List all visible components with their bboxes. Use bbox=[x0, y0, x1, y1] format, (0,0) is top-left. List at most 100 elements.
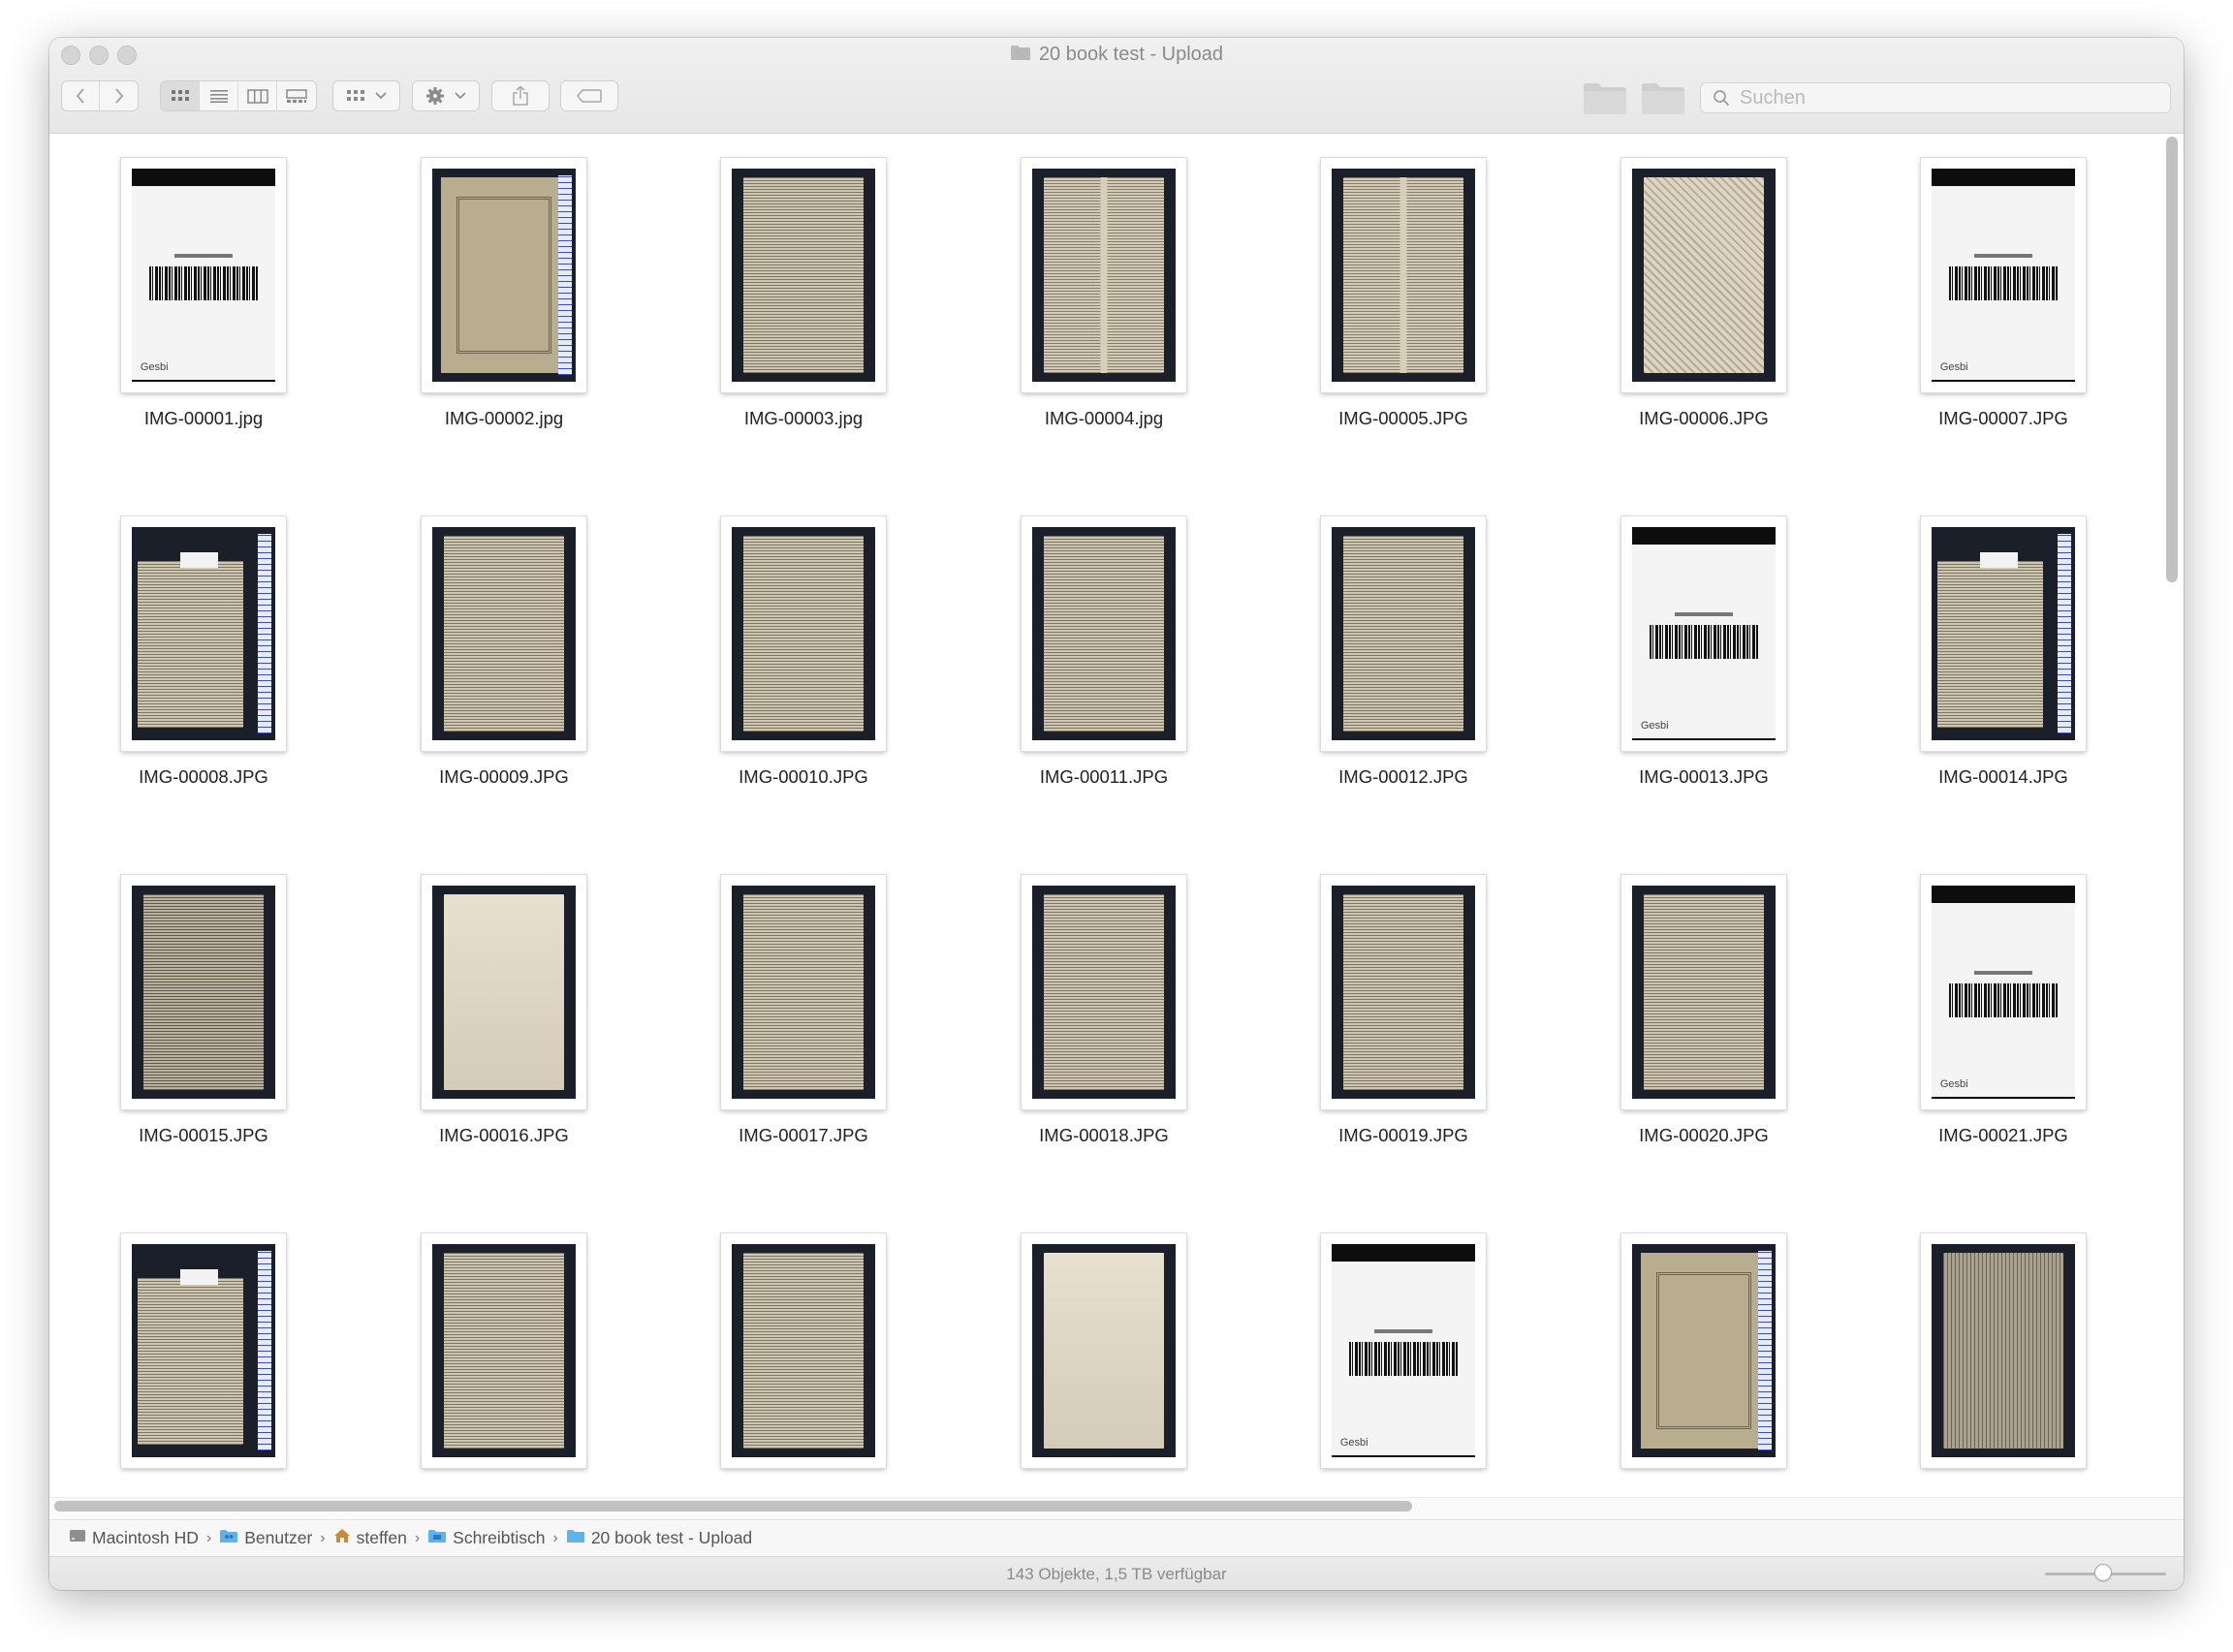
file-thumbnail[interactable] bbox=[721, 1233, 886, 1468]
icon-view-button[interactable] bbox=[161, 81, 200, 110]
path-item[interactable]: Macintosh HD bbox=[69, 1528, 199, 1548]
path-item-label: steffen bbox=[356, 1528, 407, 1547]
file-thumbnail[interactable] bbox=[1321, 516, 1486, 751]
barcode-footer bbox=[132, 379, 275, 382]
file-thumbnail[interactable] bbox=[721, 158, 886, 392]
file-thumbnail[interactable]: Gesbi bbox=[1921, 158, 2086, 392]
file-thumbnail[interactable] bbox=[1621, 158, 1786, 392]
barcode-caption bbox=[174, 254, 233, 259]
book-page bbox=[1643, 893, 1765, 1091]
file-thumbnail[interactable] bbox=[1621, 1233, 1786, 1468]
file-thumbnail[interactable]: Gesbi bbox=[121, 158, 286, 392]
group-by-button[interactable] bbox=[332, 80, 400, 111]
barcode-header bbox=[1932, 886, 2075, 903]
path-item[interactable]: steffen bbox=[333, 1528, 407, 1548]
file-thumbnail[interactable]: Gesbi bbox=[1621, 516, 1786, 751]
close-window-button[interactable] bbox=[61, 46, 80, 65]
file-name: IMG-00015.JPG bbox=[139, 1125, 268, 1145]
file-thumbnail[interactable] bbox=[1921, 1233, 2086, 1468]
hard-drive-icon bbox=[69, 1528, 86, 1548]
file-thumbnail[interactable] bbox=[422, 875, 586, 1109]
tags-button[interactable] bbox=[560, 80, 618, 111]
file-item[interactable]: IMG-00012.JPG bbox=[1279, 492, 1493, 787]
file-item[interactable] bbox=[980, 1209, 1193, 1497]
file-item[interactable]: IMG-00019.JPG bbox=[1279, 851, 1493, 1145]
file-thumbnail[interactable] bbox=[1022, 516, 1186, 751]
file-thumbnail[interactable]: Gesbi bbox=[1321, 1233, 1486, 1468]
file-thumbnail[interactable] bbox=[1621, 875, 1786, 1109]
file-item[interactable]: IMG-00016.JPG bbox=[380, 851, 593, 1145]
file-thumbnail[interactable] bbox=[1022, 158, 1186, 392]
book-page bbox=[1043, 893, 1165, 1091]
path-item-label: Macintosh HD bbox=[92, 1528, 199, 1547]
file-item[interactable]: IMG-00004.jpg bbox=[980, 134, 1193, 428]
barcode-sheet: Gesbi bbox=[1632, 527, 1776, 740]
vertical-scrollbar[interactable] bbox=[2166, 137, 2178, 582]
file-item[interactable]: Gesbi IMG-00013.JPG bbox=[1580, 492, 1793, 787]
gallery-view-button[interactable] bbox=[277, 81, 316, 110]
minimize-window-button[interactable] bbox=[89, 46, 109, 65]
zoom-window-button[interactable] bbox=[117, 46, 137, 65]
file-item[interactable]: IMG-00010.JPG bbox=[679, 492, 893, 787]
file-item[interactable]: IMG-00005.JPG bbox=[1279, 134, 1493, 428]
back-button[interactable] bbox=[62, 81, 101, 110]
file-item[interactable]: IMG-00003.jpg bbox=[679, 134, 893, 428]
file-thumbnail[interactable] bbox=[422, 1233, 586, 1468]
file-item[interactable]: IMG-00017.JPG bbox=[679, 851, 893, 1145]
file-item[interactable]: IMG-00015.JPG bbox=[79, 851, 293, 1145]
file-item[interactable]: Gesbi IMG-00021.JPG bbox=[1879, 851, 2092, 1145]
file-item[interactable]: Gesbi IMG-00007.JPG bbox=[1879, 134, 2092, 428]
file-thumbnail[interactable] bbox=[121, 875, 286, 1109]
file-item[interactable]: IMG-00018.JPG bbox=[980, 851, 1193, 1145]
file-thumbnail[interactable] bbox=[1921, 516, 2086, 751]
file-item[interactable]: IMG-00020.JPG bbox=[1580, 851, 1793, 1145]
file-item[interactable]: Gesbi bbox=[1279, 1209, 1493, 1497]
file-thumbnail[interactable] bbox=[1022, 1233, 1186, 1468]
book-page bbox=[1342, 176, 1464, 374]
file-thumbnail[interactable]: Gesbi bbox=[1921, 875, 2086, 1109]
file-item[interactable]: IMG-00014.JPG bbox=[1879, 492, 2092, 787]
file-thumbnail[interactable] bbox=[422, 158, 586, 392]
path-item[interactable]: Benutzer bbox=[219, 1528, 312, 1548]
path-separator-icon: › bbox=[320, 1529, 326, 1546]
file-thumbnail[interactable] bbox=[422, 516, 586, 751]
search-field[interactable] bbox=[1700, 82, 2171, 113]
file-item[interactable] bbox=[679, 1209, 893, 1497]
action-menu-button[interactable] bbox=[412, 80, 480, 111]
path-item[interactable]: 20 book test - Upload bbox=[566, 1528, 752, 1548]
view-mode-switcher bbox=[160, 80, 317, 111]
file-item[interactable]: IMG-00002.jpg bbox=[380, 134, 593, 428]
file-thumbnail[interactable] bbox=[121, 516, 286, 751]
file-thumbnail[interactable] bbox=[721, 875, 886, 1109]
file-item[interactable] bbox=[380, 1209, 593, 1497]
file-thumbnail[interactable] bbox=[121, 1233, 286, 1468]
icon-size-slider-thumb[interactable] bbox=[2095, 1565, 2111, 1580]
share-button[interactable] bbox=[491, 80, 550, 111]
book-cover bbox=[1640, 1252, 1768, 1449]
file-item[interactable]: IMG-00008.JPG bbox=[79, 492, 293, 787]
scan-preview bbox=[432, 169, 576, 382]
search-input[interactable] bbox=[1738, 85, 2149, 110]
column-view-button[interactable] bbox=[238, 81, 277, 110]
forward-button[interactable] bbox=[100, 81, 138, 110]
file-item[interactable] bbox=[79, 1209, 293, 1497]
book-page bbox=[1342, 893, 1464, 1091]
file-thumbnail[interactable] bbox=[721, 516, 886, 751]
path-item[interactable]: Schreibtisch bbox=[427, 1528, 545, 1548]
folder-shortcut-icon[interactable] bbox=[1583, 80, 1627, 115]
file-item[interactable] bbox=[1879, 1209, 2092, 1497]
users-folder-icon bbox=[219, 1528, 238, 1548]
barcode-icon bbox=[1948, 983, 2059, 1018]
file-thumbnail[interactable] bbox=[1321, 158, 1486, 392]
file-item[interactable]: IMG-00009.JPG bbox=[380, 492, 593, 787]
file-item[interactable]: IMG-00006.JPG bbox=[1580, 134, 1793, 428]
folder-shortcut-icon[interactable] bbox=[1641, 80, 1685, 115]
list-view-button[interactable] bbox=[200, 81, 238, 110]
horizontal-scrollbar[interactable] bbox=[54, 1501, 1412, 1512]
navigation-buttons bbox=[61, 80, 139, 111]
file-item[interactable]: IMG-00011.JPG bbox=[980, 492, 1193, 787]
file-thumbnail[interactable] bbox=[1321, 875, 1486, 1109]
file-item[interactable] bbox=[1580, 1209, 1793, 1497]
file-item[interactable]: Gesbi IMG-00001.jpg bbox=[79, 134, 293, 428]
file-thumbnail[interactable] bbox=[1022, 875, 1186, 1109]
